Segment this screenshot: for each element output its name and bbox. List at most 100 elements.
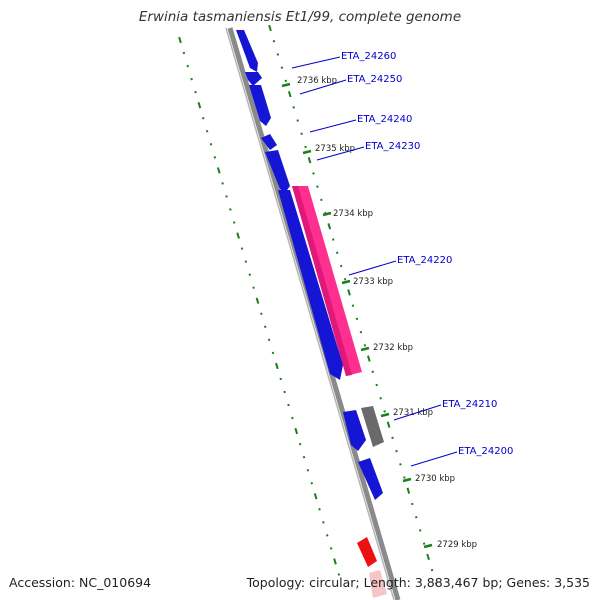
ring-tick — [244, 260, 248, 263]
ring-tick — [375, 383, 378, 387]
ring-tick — [386, 421, 391, 428]
cds-feature[interactable] — [261, 134, 277, 150]
kbp-tick-label: 2729 kbp — [437, 540, 477, 550]
ring-tick — [300, 132, 303, 136]
ring-tick — [209, 143, 213, 146]
kbp-tick-mark — [281, 82, 291, 88]
cds-feature[interactable] — [236, 30, 258, 72]
ring-tick — [271, 351, 275, 355]
gene-leader-line — [393, 404, 442, 421]
ring-tick — [190, 77, 193, 81]
ring-tick — [178, 36, 182, 44]
cds-feature[interactable] — [358, 458, 383, 500]
ring-tick — [287, 90, 292, 98]
ring-tick — [391, 436, 394, 440]
ring-tick — [312, 172, 315, 175]
ring-tick — [279, 377, 282, 381]
ring-tick — [430, 568, 434, 572]
genome-backbone-shadow — [225, 27, 395, 600]
gray-feature[interactable] — [361, 406, 384, 447]
ring-tick — [347, 289, 351, 296]
cds-feature[interactable] — [245, 72, 262, 86]
ring-tick — [418, 529, 422, 532]
faint-feature — [369, 570, 387, 598]
ring-tick — [434, 582, 438, 585]
ring-tick — [205, 130, 209, 133]
ring-tick — [414, 515, 418, 519]
ring-tick — [276, 53, 280, 56]
ring-tick — [194, 90, 197, 94]
ring-tick — [275, 362, 279, 370]
ring-tick — [337, 573, 341, 576]
ring-tick — [302, 455, 306, 459]
gene-leader-line — [410, 451, 458, 467]
gene-label-link[interactable]: ETA_24210 — [442, 399, 497, 410]
ring-tick — [287, 403, 290, 407]
kbp-tick-label: 2736 kbp — [297, 76, 337, 86]
ring-tick — [182, 51, 186, 55]
ring-tick — [216, 167, 221, 174]
ring-tick — [366, 355, 371, 362]
kbp-tick-label: 2730 kbp — [415, 474, 455, 484]
inner-tick-ring — [178, 36, 341, 576]
ring-tick — [335, 251, 339, 255]
gene-label-link[interactable]: ETA_24200 — [458, 446, 513, 457]
ring-tick — [331, 238, 335, 241]
ring-tick — [221, 182, 224, 185]
ring-tick — [359, 330, 363, 334]
ring-tick — [316, 185, 319, 188]
highlighted-feature-shade — [292, 186, 352, 376]
ring-tick — [426, 553, 430, 561]
map-title: Erwinia tasmaniensis Et1/99, complete ge… — [138, 9, 462, 25]
ring-tick — [422, 542, 426, 545]
ring-tick — [264, 325, 267, 329]
gene-label-link[interactable]: ETA_24240 — [357, 114, 412, 125]
ring-tick — [292, 106, 295, 109]
ring-tick — [298, 442, 302, 446]
ring-tick — [202, 116, 205, 120]
ring-tick — [322, 521, 325, 524]
ring-tick — [255, 297, 260, 304]
ring-tick — [411, 502, 414, 506]
gene-leader-line — [348, 260, 397, 276]
ring-tick — [326, 534, 329, 537]
ring-tick — [260, 312, 263, 316]
gene-label-link[interactable]: ETA_24230 — [365, 141, 420, 152]
ring-tick — [272, 39, 276, 43]
outer-tick-ring — [268, 24, 438, 585]
ring-tick — [333, 558, 337, 565]
gene-label-link[interactable]: ETA_24260 — [341, 51, 396, 62]
kbp-tick-label: 2732 kbp — [373, 343, 413, 353]
gene-label-link[interactable]: ETA_24250 — [347, 74, 402, 85]
kbp-tick-label: 2733 kbp — [353, 277, 393, 287]
ring-tick — [252, 286, 255, 289]
gene-leader-line — [291, 56, 341, 69]
kbp-tick-label: 2734 kbp — [333, 209, 373, 219]
ring-tick — [296, 119, 299, 122]
ring-tick — [355, 317, 359, 321]
ring-tick — [327, 223, 332, 230]
ring-tick — [186, 64, 189, 68]
ring-tick — [383, 410, 386, 413]
ring-tick — [280, 66, 284, 69]
ring-tick — [307, 157, 312, 164]
cds-feature[interactable] — [343, 410, 366, 451]
cds-feature[interactable] — [265, 150, 290, 193]
kbp-tick-mark — [402, 477, 412, 483]
ring-tick — [379, 396, 382, 400]
ring-tick — [248, 273, 251, 276]
ring-tick — [294, 427, 299, 435]
ring-tick — [320, 198, 323, 202]
cds-feature[interactable] — [249, 85, 271, 126]
ring-tick — [371, 370, 375, 374]
cds-feature[interactable] — [278, 190, 343, 380]
ring-tick — [310, 481, 313, 485]
ring-tick — [306, 468, 310, 472]
red-feature[interactable] — [357, 537, 377, 567]
gene-label-link[interactable]: ETA_24220 — [397, 255, 452, 266]
ring-tick — [233, 221, 236, 224]
ring-tick — [267, 338, 271, 342]
kbp-tick-mark — [302, 149, 312, 155]
ring-tick — [236, 232, 240, 239]
